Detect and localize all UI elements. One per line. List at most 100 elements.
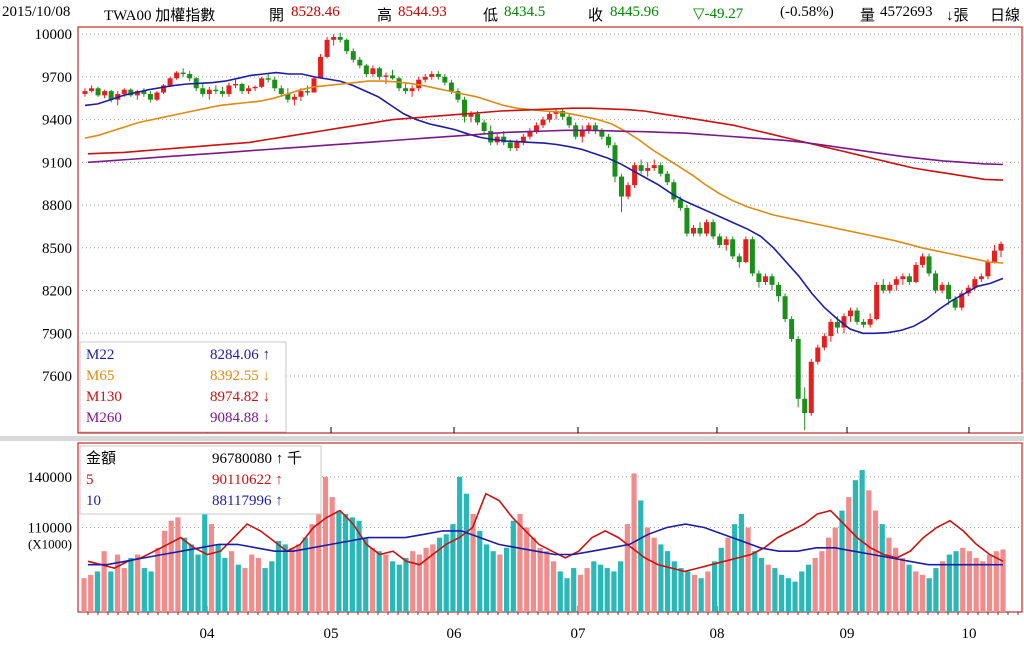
volume-bar [839, 510, 845, 612]
volume-bar [403, 557, 409, 612]
volume-bar [886, 537, 892, 612]
candle [206, 86, 212, 100]
legend-ma-value: 8392.55 ↓ [210, 368, 270, 384]
candle-body [560, 111, 566, 117]
volume-bar [664, 551, 671, 612]
legend-ma-name: M22 [86, 347, 114, 363]
volume-bar [322, 476, 329, 612]
candle [291, 93, 297, 106]
volume-bar [81, 578, 87, 612]
candle-body [481, 122, 487, 131]
candle-body [946, 284, 952, 300]
volume-ma-line-10 [88, 523, 1003, 566]
candle-body [690, 227, 696, 234]
candle [429, 71, 435, 80]
month-label: 09 [840, 626, 855, 642]
candle-body [154, 92, 160, 100]
candle-body [887, 284, 893, 291]
candle-body [952, 299, 958, 308]
close-value: 8445.96 [610, 4, 659, 20]
candle-body [632, 165, 638, 186]
candle [586, 122, 592, 134]
candle [651, 159, 657, 171]
candle-body [285, 93, 291, 100]
candle-body [828, 321, 834, 337]
candle [488, 125, 494, 146]
volume-bar [893, 547, 899, 612]
candle-body [645, 168, 651, 171]
volume-bar [933, 568, 939, 612]
candle [141, 88, 147, 97]
candle [946, 281, 952, 305]
candle [704, 219, 710, 237]
candle [743, 236, 749, 264]
legend-volume-value: 90110622 ↑ [212, 472, 283, 488]
candle [265, 74, 271, 83]
volume-bar [430, 544, 436, 612]
candle-body [455, 91, 461, 100]
candle [690, 225, 696, 237]
volume-bar [658, 544, 664, 612]
volume-bar [879, 524, 885, 612]
volume-bars [81, 470, 1006, 612]
candle-body [507, 142, 513, 149]
candle [828, 319, 834, 342]
candle-body [834, 321, 840, 328]
candle [978, 273, 984, 282]
volume-bar [182, 537, 188, 612]
volume-bar [517, 513, 523, 612]
candle [998, 241, 1004, 258]
candle [749, 236, 755, 277]
volume-bar [819, 551, 825, 612]
candle-body [318, 56, 324, 79]
price-tick-label: 9400 [42, 113, 72, 129]
volume-bar [275, 541, 282, 612]
volume-bar [121, 568, 127, 612]
candle-body [671, 182, 677, 200]
volume-bar [208, 524, 215, 612]
month-label: 07 [571, 626, 587, 642]
candle [481, 119, 487, 134]
volume-bar [671, 561, 677, 612]
volume-bar [946, 554, 952, 612]
candle-body [717, 236, 723, 245]
legend-volume-name: 5 [86, 472, 94, 488]
candle-body [403, 88, 409, 92]
open-value: 8528.46 [291, 4, 340, 20]
candle [187, 71, 193, 82]
volume-bar [980, 561, 986, 612]
volume-bar [530, 537, 537, 612]
candle-body [514, 142, 520, 149]
volume-bar [483, 544, 490, 612]
candle-body [331, 36, 337, 40]
candle [134, 89, 140, 100]
candle [82, 88, 88, 97]
candle [906, 273, 912, 285]
volume-bar [497, 554, 503, 612]
volume-bar [450, 524, 456, 612]
candle [919, 253, 925, 268]
candle-body [566, 116, 572, 126]
volume-bar [524, 527, 530, 612]
candle-body [605, 136, 611, 146]
volume-bar [799, 571, 805, 612]
volume-bar [779, 574, 785, 612]
volume-bar [262, 568, 268, 612]
candle-body [324, 39, 330, 57]
candle [324, 36, 330, 59]
candle-body [311, 78, 317, 93]
candle-body [265, 78, 271, 80]
candle-body [599, 130, 605, 137]
candle-body [95, 88, 101, 96]
candle [991, 244, 997, 264]
candle [802, 387, 808, 431]
volume-tick-label: 140000 [27, 470, 72, 486]
candle-body [527, 130, 533, 137]
volume-bar [577, 574, 583, 612]
candle-body [978, 276, 984, 280]
candle [867, 313, 873, 328]
volume-bar [188, 544, 194, 612]
candle [376, 66, 382, 80]
candle [318, 54, 324, 79]
month-label: 08 [710, 626, 725, 642]
